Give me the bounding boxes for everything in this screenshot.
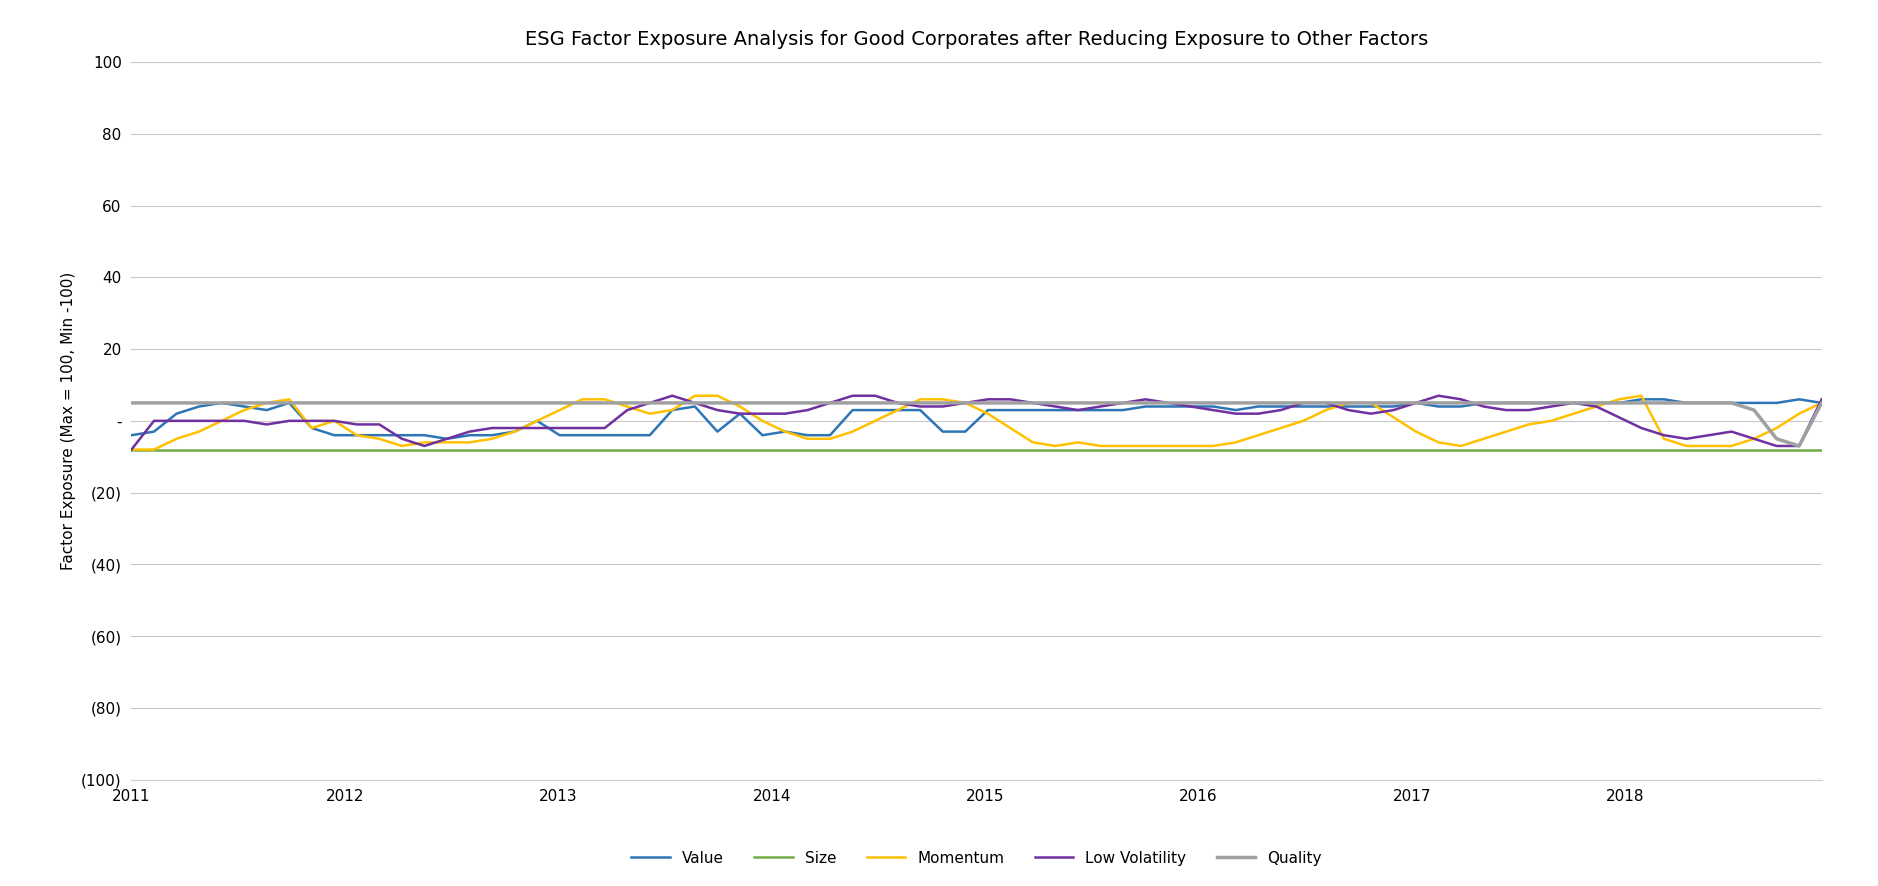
- Momentum: [1270, 423, 1292, 433]
- Low Volatility: [278, 416, 300, 426]
- Quality: [278, 398, 300, 408]
- Line: Momentum: Momentum: [131, 396, 1822, 449]
- Size: [1472, 444, 1495, 455]
- Quality: [706, 398, 729, 408]
- Momentum: [120, 444, 143, 455]
- Low Volatility: [729, 408, 751, 419]
- Low Volatility: [120, 444, 143, 455]
- Momentum: [729, 401, 751, 412]
- Value: [436, 433, 458, 444]
- Quality: [120, 398, 143, 408]
- Value: [1270, 401, 1292, 412]
- Momentum: [278, 394, 300, 405]
- Quality: [1202, 398, 1224, 408]
- Momentum: [1495, 426, 1517, 437]
- Size: [1202, 444, 1224, 455]
- Value: [278, 398, 300, 408]
- Size: [706, 444, 729, 455]
- Value: [1224, 405, 1247, 416]
- Value: [120, 430, 143, 440]
- Value: [729, 408, 751, 419]
- Value: [1495, 398, 1517, 408]
- Value: [1022, 405, 1044, 416]
- Size: [1247, 444, 1270, 455]
- Legend: Value, Size, Momentum, Low Volatility, Quality: Value, Size, Momentum, Low Volatility, Q…: [625, 844, 1328, 872]
- Value: [1630, 394, 1653, 405]
- Size: [1810, 444, 1833, 455]
- Size: [120, 444, 143, 455]
- Title: ESG Factor Exposure Analysis for Good Corporates after Reducing Exposure to Othe: ESG Factor Exposure Analysis for Good Co…: [526, 30, 1427, 50]
- Y-axis label: Factor Exposure (Max = 100, Min -100): Factor Exposure (Max = 100, Min -100): [60, 272, 75, 570]
- Size: [999, 444, 1022, 455]
- Quality: [999, 398, 1022, 408]
- Momentum: [684, 391, 706, 401]
- Low Volatility: [1495, 405, 1517, 416]
- Momentum: [1224, 437, 1247, 447]
- Line: Quality: Quality: [131, 403, 1822, 446]
- Quality: [1810, 398, 1833, 408]
- Low Volatility: [1270, 405, 1292, 416]
- Low Volatility: [1224, 408, 1247, 419]
- Quality: [1788, 440, 1810, 451]
- Quality: [1247, 398, 1270, 408]
- Size: [278, 444, 300, 455]
- Momentum: [1810, 398, 1833, 408]
- Low Volatility: [1022, 398, 1044, 408]
- Momentum: [1022, 437, 1044, 447]
- Line: Low Volatility: Low Volatility: [131, 396, 1822, 449]
- Value: [1810, 398, 1833, 408]
- Low Volatility: [1810, 394, 1833, 405]
- Low Volatility: [661, 391, 684, 401]
- Quality: [1472, 398, 1495, 408]
- Line: Value: Value: [131, 400, 1822, 439]
